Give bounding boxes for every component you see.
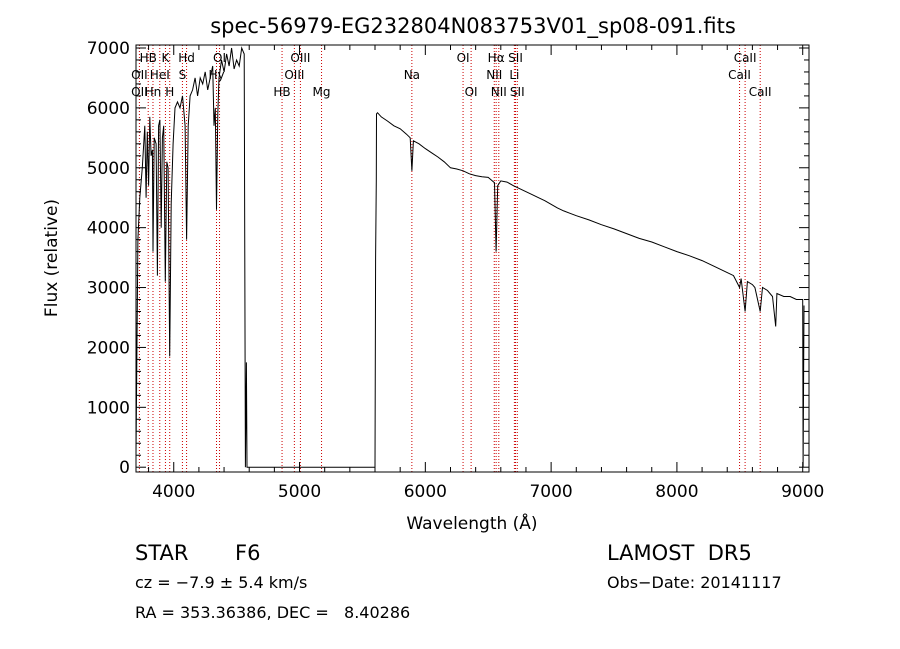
chart-title: spec-56979-EG232804N083753V01_sp08-091.f… bbox=[210, 14, 736, 39]
line-label-12: OIII bbox=[284, 68, 304, 82]
y-tick-label: 3000 bbox=[87, 279, 130, 299]
object-class: STAR bbox=[135, 541, 189, 565]
line-label-11: OIII bbox=[290, 51, 310, 65]
y-tick-label: 2000 bbox=[87, 338, 130, 358]
line-label-15: Na bbox=[404, 68, 420, 82]
y-tick-label: 1000 bbox=[87, 398, 130, 418]
line-label-22: Li bbox=[509, 68, 519, 82]
x-axis-label: Wavelength (Å) bbox=[406, 512, 537, 534]
line-label-5: K bbox=[161, 51, 170, 65]
y-axis-label: Flux (relative) bbox=[42, 199, 62, 317]
x-tick-label: 7000 bbox=[529, 482, 572, 502]
survey-name: LAMOST DR5 bbox=[607, 541, 752, 565]
x-axis-ticks: 4000 5000 6000 7000 8000 9000 bbox=[148, 45, 824, 502]
redshift-cz: cz = −7.9 ± 5.4 km/s bbox=[135, 573, 308, 592]
line-label-2: OII bbox=[131, 85, 148, 99]
line-label-23: SII bbox=[510, 85, 525, 99]
line-label-0: HB bbox=[140, 51, 157, 65]
line-label-21: SII bbox=[508, 51, 523, 65]
line-label-20: NII bbox=[491, 85, 507, 99]
line-label-3: HeI bbox=[150, 68, 170, 82]
x-tick-label: 5000 bbox=[278, 482, 321, 502]
line-label-6: H bbox=[165, 85, 174, 99]
y-tick-label: 7000 bbox=[87, 39, 130, 59]
line-label-17: OI bbox=[465, 85, 478, 99]
line-label-18: Hα bbox=[488, 51, 505, 65]
line-label-8: S bbox=[179, 68, 187, 82]
line-label-13: HB bbox=[273, 85, 290, 99]
y-tick-label: 0 bbox=[119, 458, 130, 478]
line-label-24: CaII bbox=[734, 51, 757, 65]
x-tick-label: 9000 bbox=[781, 482, 824, 502]
coordinates: RA = 353.36386, DEC = 8.40286 bbox=[135, 603, 411, 622]
object-subclass: F6 bbox=[235, 541, 261, 565]
y-axis-ticks: 0 1000 2000 3000 4000 5000 6000 7000 bbox=[87, 39, 809, 478]
line-label-7: Hd bbox=[178, 51, 195, 65]
plot-frame bbox=[135, 44, 810, 473]
x-tick-label: 8000 bbox=[655, 482, 698, 502]
y-tick-label: 5000 bbox=[87, 159, 130, 179]
line-label-10: Hy bbox=[208, 68, 224, 82]
line-label-26: CaII bbox=[749, 85, 772, 99]
spectrum-line-0 bbox=[135, 46, 805, 468]
line-label-1: OII bbox=[131, 68, 148, 82]
observation-date: Obs−Date: 20141117 bbox=[607, 573, 782, 592]
line-label-25: CaII bbox=[728, 68, 751, 82]
line-label-4: Hn bbox=[145, 85, 162, 99]
spectral-line-markers bbox=[138, 45, 761, 472]
y-tick-label: 6000 bbox=[87, 99, 130, 119]
x-tick-label: 6000 bbox=[404, 482, 447, 502]
y-tick-label: 4000 bbox=[87, 219, 130, 239]
line-label-19: NII bbox=[486, 68, 502, 82]
line-label-16: OI bbox=[457, 51, 470, 65]
line-label-14: Mg bbox=[313, 85, 331, 99]
spectrum-series bbox=[135, 46, 805, 468]
x-tick-label: 4000 bbox=[152, 482, 195, 502]
line-label-9: OI bbox=[213, 51, 226, 65]
